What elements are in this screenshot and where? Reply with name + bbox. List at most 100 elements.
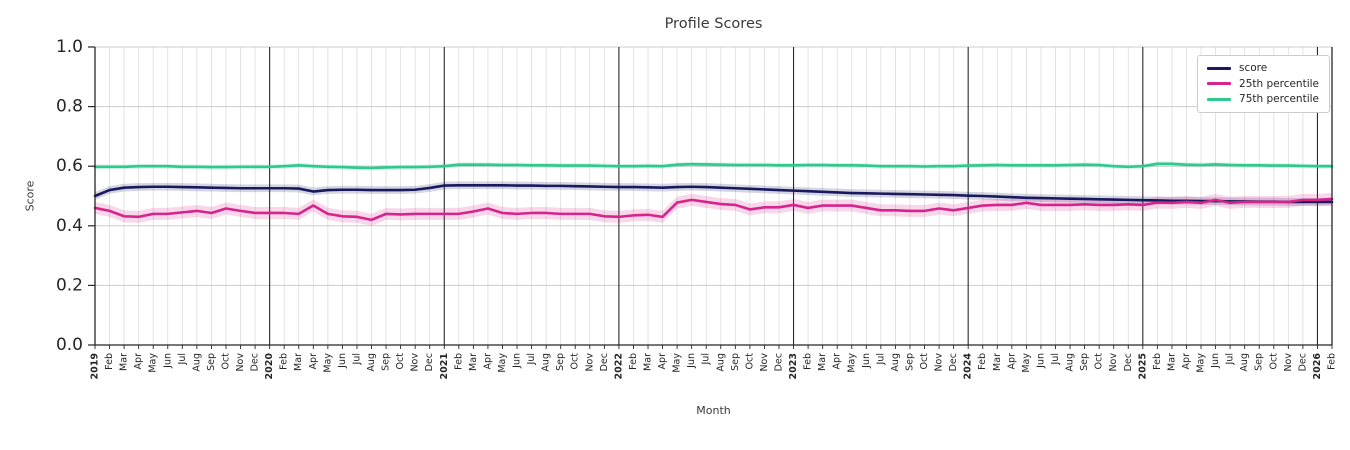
x-tick-label: Jul [526, 353, 537, 365]
x-tick-label: Apr [832, 353, 843, 370]
legend: score 25th percentile 75th percentile [1197, 55, 1330, 113]
y-tick-label: 0.8 [56, 97, 83, 117]
x-tick-label: Nov [410, 353, 421, 372]
x-tick-label: Dec [250, 353, 261, 371]
x-tick-label: 2022 [613, 353, 624, 379]
x-tick-label: 2024 [963, 353, 974, 380]
x-tick-label: 2025 [1137, 353, 1148, 379]
x-tick-label: Nov [934, 353, 945, 372]
x-tick-label: Apr [1006, 353, 1017, 370]
x-tick-label: Dec [599, 353, 610, 371]
x-tick-label: 2020 [264, 353, 275, 380]
x-tick-label: May [672, 353, 683, 373]
legend-item: 75th percentile [1207, 94, 1319, 105]
x-tick-label: Feb [1152, 353, 1163, 370]
x-tick-label: Mar [293, 353, 304, 371]
x-tick-label: May [148, 353, 159, 373]
legend-label: 75th percentile [1239, 93, 1319, 105]
x-tick-label: Aug [715, 353, 726, 372]
x-tick-label: Oct [570, 353, 581, 370]
x-tick-label: Sep [381, 353, 392, 371]
x-tick-label: Feb [803, 353, 814, 370]
x-tick-label: Aug [366, 353, 377, 372]
x-tick-label: Jun [1210, 353, 1221, 369]
x-tick-label: Feb [104, 353, 115, 370]
legend-label: 25th percentile [1239, 77, 1319, 90]
x-tick-label: Aug [191, 353, 202, 372]
x-tick-label: Oct [395, 353, 406, 370]
x-tick-label: 2026 [1312, 353, 1323, 380]
x-tick-label: Sep [555, 353, 566, 371]
x-tick-label: Dec [424, 353, 435, 371]
x-tick-label: Nov [759, 353, 770, 372]
legend-swatch-icon [1207, 97, 1232, 101]
x-axis-label: Month [696, 404, 731, 417]
x-tick-label: Sep [206, 353, 217, 371]
x-tick-label: Feb [628, 353, 639, 370]
x-tick-label: Nov [235, 353, 246, 372]
x-tick-label: Mar [468, 353, 479, 371]
x-tick-label: Feb [977, 353, 988, 370]
y-tick-label: 0.4 [56, 216, 83, 236]
x-tick-label: Nov [584, 353, 595, 372]
x-tick-label: Jun [162, 353, 173, 369]
x-tick-label: Oct [919, 353, 930, 370]
x-tick-label: Jun [512, 353, 523, 369]
x-tick-label: Sep [904, 353, 915, 371]
x-tick-label: 2023 [788, 353, 799, 379]
x-tick-label: Feb [453, 353, 464, 370]
chart-title: Profile Scores [664, 16, 763, 32]
legend-swatch-icon [1207, 82, 1232, 86]
x-tick-label: Mar [119, 353, 130, 371]
x-tick-label: Dec [948, 353, 959, 371]
x-tick-label: Sep [1079, 353, 1090, 371]
x-tick-label: Nov [1283, 353, 1294, 372]
x-tick-label: Jul [177, 353, 188, 365]
x-tick-label: Jun [861, 353, 872, 369]
x-tick-label: Mar [643, 353, 654, 371]
x-tick-label: Mar [992, 353, 1003, 371]
legend-item: 25th percentile [1207, 77, 1319, 90]
x-tick-label: Sep [1254, 353, 1265, 371]
x-tick-label: Jun [337, 353, 348, 369]
x-tick-label: Feb [279, 353, 290, 370]
series-line [93, 197, 1334, 222]
x-tick-label: May [846, 353, 857, 373]
legend-swatch-icon [1207, 66, 1232, 70]
x-tick-label: Apr [657, 353, 668, 370]
x-tick-label: May [1196, 353, 1207, 373]
x-tick-label: Dec [773, 353, 784, 371]
x-tick-label: Jun [686, 353, 697, 369]
x-tick-label: Jul [875, 353, 886, 365]
x-tick-label: Mar [1166, 353, 1177, 371]
x-tick-label: 2021 [439, 353, 450, 379]
x-tick-label: Apr [133, 353, 144, 370]
x-tick-label: May [322, 353, 333, 373]
series-line [93, 183, 1334, 204]
x-tick-label: Dec [1297, 353, 1308, 371]
x-tick-label: Jul [351, 353, 362, 365]
x-tick-label: Jul [701, 353, 712, 365]
x-tick-label: Aug [541, 353, 552, 372]
x-tick-label: Apr [308, 353, 319, 370]
series-line [93, 162, 1334, 170]
x-tick-label: Apr [1181, 353, 1192, 370]
y-tick-label: 0.6 [56, 156, 83, 176]
x-tick-label: Oct [220, 353, 231, 370]
x-tick-label: Apr [482, 353, 493, 370]
y-tick-label: 0.0 [56, 335, 83, 355]
x-tick-label: Nov [1108, 353, 1119, 372]
x-tick-label: Mar [817, 353, 828, 371]
x-tick-label: Jul [1050, 353, 1061, 365]
x-tick-label: Aug [1239, 353, 1250, 372]
x-tick-label: 2019 [90, 353, 101, 379]
x-tick-label: Jun [1035, 353, 1046, 369]
legend-label: score [1239, 62, 1268, 74]
y-axis-label: Score [23, 180, 37, 212]
x-tick-label: May [497, 353, 508, 373]
x-tick-label: Oct [1268, 353, 1279, 370]
x-tick-label: Aug [1065, 353, 1076, 372]
y-tick-label: 1.0 [56, 37, 83, 57]
